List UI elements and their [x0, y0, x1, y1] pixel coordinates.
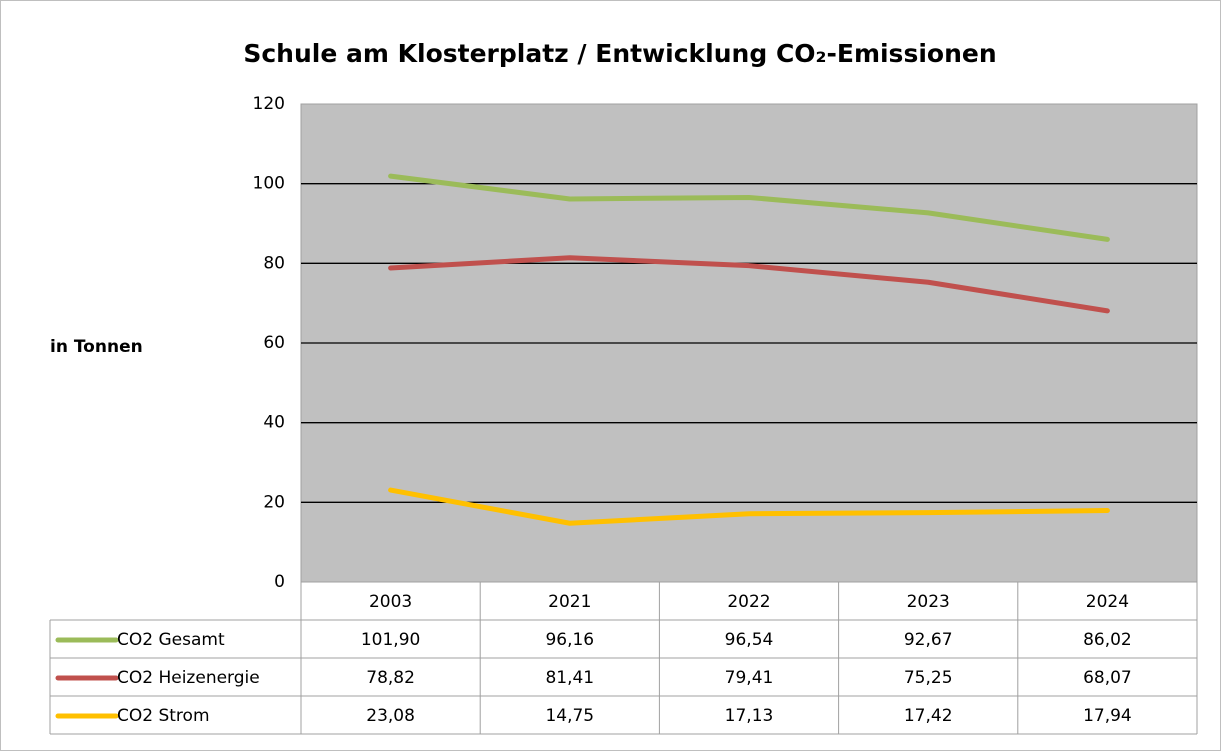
- y-tick-label: 100: [253, 174, 285, 194]
- table-value: 96,16: [545, 630, 594, 650]
- series-line: [388, 173, 1110, 242]
- y-axis-title: in Tonnen: [50, 337, 143, 357]
- x-tick-label: 2022: [727, 592, 770, 612]
- y-tick-label: 80: [263, 253, 285, 273]
- chart-title: Schule am Klosterplatz / Entwicklung CO₂…: [243, 39, 996, 68]
- table-value: 68,07: [1083, 668, 1132, 688]
- table-value: 86,02: [1083, 630, 1132, 650]
- y-tick-label: 40: [263, 413, 285, 433]
- y-tick-label: 120: [253, 94, 285, 114]
- table-value: 92,67: [904, 630, 953, 650]
- table-value: 96,54: [725, 630, 774, 650]
- table-value: 14,75: [545, 706, 594, 726]
- table-value: 17,94: [1083, 706, 1132, 726]
- y-tick-label: 60: [263, 333, 285, 353]
- y-tick-label: 20: [263, 492, 285, 512]
- series-line: [388, 487, 1110, 526]
- legend-label: CO2 Heizenergie: [117, 668, 260, 688]
- x-tick-label: 2021: [548, 592, 591, 612]
- x-tick-label: 2024: [1086, 592, 1129, 612]
- table-value: 81,41: [545, 668, 594, 688]
- table-value: 101,90: [361, 630, 420, 650]
- legend-label: CO2 Strom: [117, 706, 210, 726]
- table-value: 78,82: [366, 668, 415, 688]
- table-value: 79,41: [725, 668, 774, 688]
- table-value: 75,25: [904, 668, 953, 688]
- table-value: 17,13: [725, 706, 774, 726]
- x-tick-label: 2003: [369, 592, 412, 612]
- table-value: 17,42: [904, 706, 953, 726]
- x-tick-label: 2023: [907, 592, 950, 612]
- legend-label: CO2 Gesamt: [117, 630, 225, 650]
- table-value: 23,08: [366, 706, 415, 726]
- y-tick-label: 0: [274, 572, 285, 592]
- series-line: [388, 255, 1110, 314]
